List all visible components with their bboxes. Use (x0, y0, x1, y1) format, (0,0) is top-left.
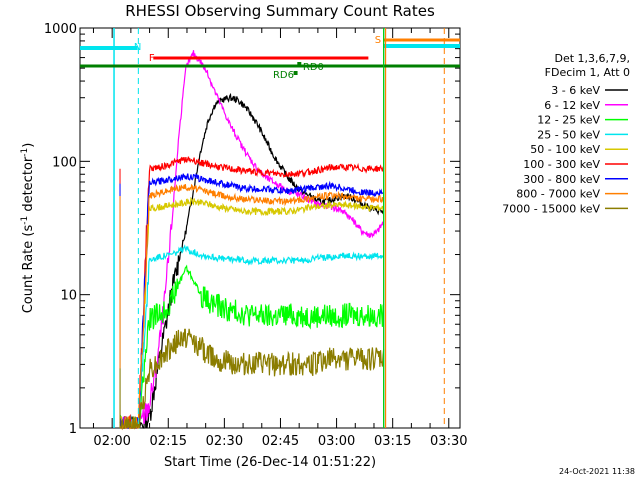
y-label-rest: detector (21, 156, 36, 216)
series-line-3 (119, 244, 385, 429)
series-line-7 (120, 183, 385, 431)
y-label-sup: -1 (20, 216, 30, 225)
legend-label: 12 - 25 keV (537, 114, 600, 127)
x-tick-label: 03:30 (430, 434, 467, 449)
legend: Det 1,3,6,7,9,FDecim 1, Att 0 3 - 6 keV 6 … (502, 52, 630, 215)
legend-header: Det 1,3,6,7,9, (554, 52, 630, 65)
flag-rd0-label: RD0 (303, 62, 324, 73)
y-axis: 1 10 100 1000 (44, 22, 460, 437)
legend-label: 50 - 100 keV (530, 143, 600, 156)
series-layer (119, 50, 385, 431)
x-axis: 02:00 02:15 02:30 02:45 03:00 03:15 03:30 (92, 28, 468, 449)
series-line-2 (119, 264, 385, 429)
flag-rd6-label: RD6 (273, 70, 294, 81)
legend-label: 25 - 50 keV (537, 128, 600, 141)
x-tick-label: 02:30 (206, 434, 243, 449)
legend-label: 7000 - 15000 keV (502, 202, 600, 215)
series-line-1 (119, 50, 385, 429)
series-line-4 (120, 196, 385, 430)
legend-header: FDecim 1, Att 0 (545, 66, 630, 79)
y-label-end: ) (21, 143, 36, 148)
rd0-marker (297, 62, 302, 66)
legend-label: 800 - 7000 keV (516, 188, 600, 201)
series-line-6 (119, 172, 385, 429)
flag-f-label: F (149, 53, 155, 64)
y-tick-label: 1000 (44, 22, 77, 37)
y-tick-label: 1 (69, 422, 77, 437)
y-axis-label: Count Rate (s-1 detector-1) (20, 143, 36, 314)
x-tick-label: 02:15 (150, 434, 187, 449)
legend-label: 100 - 300 keV (523, 158, 600, 171)
flag-n-label: N (134, 42, 141, 53)
series-line-8 (120, 328, 385, 429)
x-tick-label: 03:15 (374, 434, 411, 449)
svg-text:Count Rate (s-1 detector-1): Count Rate (s-1 detector-1) (20, 143, 36, 314)
y-label-main: Count Rate (s (21, 225, 36, 314)
chart-title: RHESSI Observing Summary Count Rates (125, 2, 435, 20)
y-tick-label: 100 (52, 155, 77, 170)
legend-label: 300 - 800 keV (523, 173, 600, 186)
plot-frame (79, 27, 461, 429)
legend-label: 3 - 6 keV (551, 84, 600, 97)
x-tick-label: 02:00 (93, 434, 130, 449)
x-axis-label: Start Time (26-Dec-14 01:51:22) (164, 455, 376, 470)
legend-label: 6 - 12 keV (544, 99, 600, 112)
rd6-marker (293, 71, 298, 75)
x-tick-label: 02:45 (262, 434, 299, 449)
series-line-5 (119, 156, 385, 429)
flag-s-label: S (375, 35, 381, 46)
plot-area (79, 27, 461, 429)
footer-date: 24-Oct-2021 11:38 (559, 467, 635, 476)
flags-layer: NF S RD6 RD0 (80, 28, 460, 428)
y-tick-label: 10 (60, 289, 77, 304)
x-tick-label: 03:00 (318, 434, 355, 449)
y-label-sup-2: -1 (20, 148, 30, 157)
